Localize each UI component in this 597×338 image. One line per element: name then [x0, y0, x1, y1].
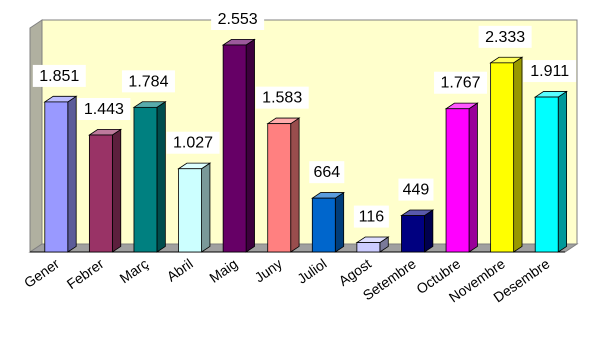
x-axis-tick-labels: Gener Febrer Març Abril Maig Juny Juliol AgostS… — [21, 255, 553, 305]
data-label-setembre: 449 — [398, 178, 434, 201]
data-label-maig: 2.553 — [211, 8, 265, 30]
x-tick-abril: Abril — [164, 255, 196, 284]
bar-desembre — [533, 90, 568, 253]
svg-text:1.027: 1.027 — [173, 135, 213, 152]
data-label-març: 1.784 — [121, 70, 175, 93]
x-tick-febrer: Febrer — [64, 255, 107, 292]
side-wall — [29, 19, 43, 253]
bar-juny — [266, 117, 301, 253]
svg-text:1.784: 1.784 — [128, 73, 168, 90]
svg-text:664: 664 — [313, 164, 340, 181]
svg-text:1.851: 1.851 — [39, 68, 79, 85]
x-tick-maig: Maig — [206, 255, 240, 286]
data-label-octubre: 1.767 — [434, 71, 488, 94]
bars — [43, 38, 568, 253]
bar-setembre — [400, 209, 435, 253]
x-tick-juliol: Juliol — [294, 255, 329, 286]
bar-octubre — [444, 102, 479, 253]
data-label-abril: 1.027 — [166, 131, 220, 154]
data-label-novembre: 2.333 — [478, 25, 532, 48]
svg-text:449: 449 — [403, 182, 430, 199]
data-label-juny: 1.583 — [255, 86, 309, 109]
data-label-febrer: 1.443 — [77, 98, 131, 120]
bar-gener — [43, 95, 78, 253]
svg-text:2.553: 2.553 — [218, 11, 258, 28]
bar-febrer — [88, 128, 123, 253]
bar-abril — [177, 162, 212, 253]
x-tick-març: Març — [117, 255, 152, 286]
x-tick-gener: Gener — [21, 255, 62, 291]
svg-text:1.767: 1.767 — [441, 75, 481, 92]
bar-novembre — [489, 56, 524, 253]
x-tick-juny: Juny — [252, 255, 285, 285]
bar-agost — [355, 236, 390, 253]
data-label-juliol: 664 — [309, 161, 345, 184]
bar-maig — [221, 38, 256, 253]
bar-juliol — [310, 191, 346, 253]
svg-text:1.443: 1.443 — [84, 101, 124, 118]
bar-març — [132, 101, 167, 253]
svg-text:2.333: 2.333 — [485, 29, 525, 46]
data-label-gener: 1.851 — [32, 64, 86, 87]
svg-text:1.583: 1.583 — [262, 90, 302, 107]
svg-text:1.911: 1.911 — [530, 63, 569, 80]
data-label-agost: 116 — [353, 205, 389, 228]
svg-text:116: 116 — [359, 209, 385, 226]
data-label-desembre: 1.911 — [523, 60, 577, 83]
